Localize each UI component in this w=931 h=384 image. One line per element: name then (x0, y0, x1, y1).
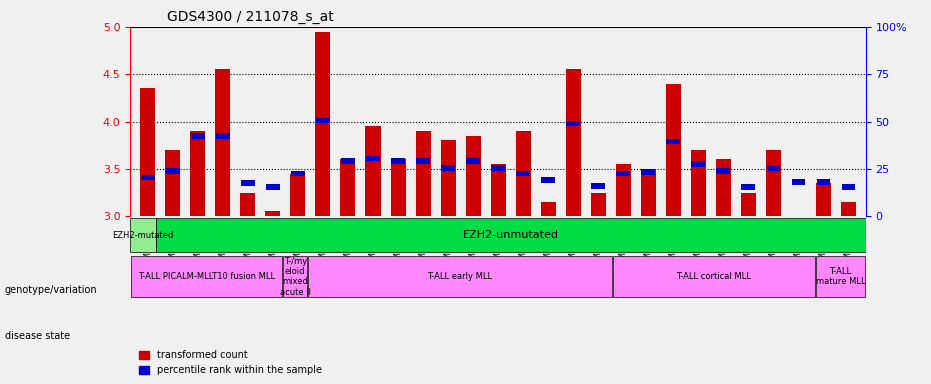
Text: T-ALL early MLL: T-ALL early MLL (427, 272, 492, 281)
Bar (566, 70, 581, 216)
Text: EZH2-unmutated: EZH2-unmutated (463, 230, 559, 240)
Bar (615, 164, 630, 216)
Bar (415, 131, 430, 216)
Bar (566, 121, 580, 126)
Bar (692, 161, 705, 167)
Bar (641, 169, 654, 175)
Bar (816, 179, 830, 185)
Bar (142, 175, 155, 180)
FancyBboxPatch shape (283, 257, 307, 297)
Bar (466, 159, 479, 164)
Bar (166, 150, 181, 216)
Bar (291, 171, 304, 177)
Bar (440, 141, 455, 216)
FancyBboxPatch shape (130, 218, 155, 252)
Bar (466, 136, 480, 216)
Bar (366, 156, 380, 161)
Bar (816, 183, 830, 216)
Bar (266, 184, 279, 190)
Bar (691, 150, 706, 216)
Bar (342, 159, 355, 164)
Bar (741, 184, 755, 190)
Text: GDS4300 / 211078_s_at: GDS4300 / 211078_s_at (168, 10, 334, 25)
Bar (666, 84, 681, 216)
FancyBboxPatch shape (816, 257, 865, 297)
Bar (641, 169, 655, 216)
Bar (667, 139, 680, 144)
Bar (441, 165, 455, 171)
Bar (240, 192, 255, 216)
Bar (216, 133, 230, 139)
Bar (517, 171, 530, 177)
Bar (290, 174, 305, 216)
Bar (616, 171, 630, 177)
Bar (190, 131, 206, 216)
Bar (391, 159, 405, 164)
Bar (591, 183, 605, 189)
Bar (317, 118, 330, 123)
Text: EZH2-mutated: EZH2-mutated (113, 231, 174, 240)
Bar (366, 126, 381, 216)
Bar (166, 168, 180, 174)
Bar (141, 88, 155, 216)
FancyBboxPatch shape (613, 257, 815, 297)
Bar (241, 180, 255, 186)
Bar (766, 165, 780, 171)
FancyBboxPatch shape (131, 257, 282, 297)
Bar (841, 202, 856, 216)
FancyBboxPatch shape (155, 218, 866, 252)
FancyBboxPatch shape (308, 257, 612, 297)
Bar (416, 159, 430, 164)
Bar (541, 177, 555, 183)
Bar (766, 150, 781, 216)
Bar (717, 168, 730, 174)
Bar (191, 133, 205, 139)
Legend: transformed count, percentile rank within the sample: transformed count, percentile rank withi… (135, 346, 326, 379)
Text: disease state: disease state (5, 331, 70, 341)
Bar (316, 31, 331, 216)
Bar (541, 202, 556, 216)
Text: genotype/variation: genotype/variation (5, 285, 97, 295)
Bar (791, 179, 805, 185)
Bar (516, 131, 531, 216)
Bar (492, 165, 505, 171)
Bar (741, 192, 756, 216)
Bar (716, 159, 731, 216)
Text: T-ALL
mature MLL: T-ALL mature MLL (816, 267, 865, 286)
Text: T-ALL PICALM-MLLT10 fusion MLL: T-ALL PICALM-MLLT10 fusion MLL (138, 272, 275, 281)
Text: T-ALL cortical MLL: T-ALL cortical MLL (676, 272, 751, 281)
Bar (590, 192, 606, 216)
Text: T-/my
eloid
mixed
acute ll: T-/my eloid mixed acute ll (279, 257, 311, 297)
Bar (215, 70, 230, 216)
Bar (842, 184, 855, 190)
Bar (390, 159, 406, 216)
Bar (265, 212, 280, 216)
Bar (341, 159, 356, 216)
Bar (491, 164, 506, 216)
